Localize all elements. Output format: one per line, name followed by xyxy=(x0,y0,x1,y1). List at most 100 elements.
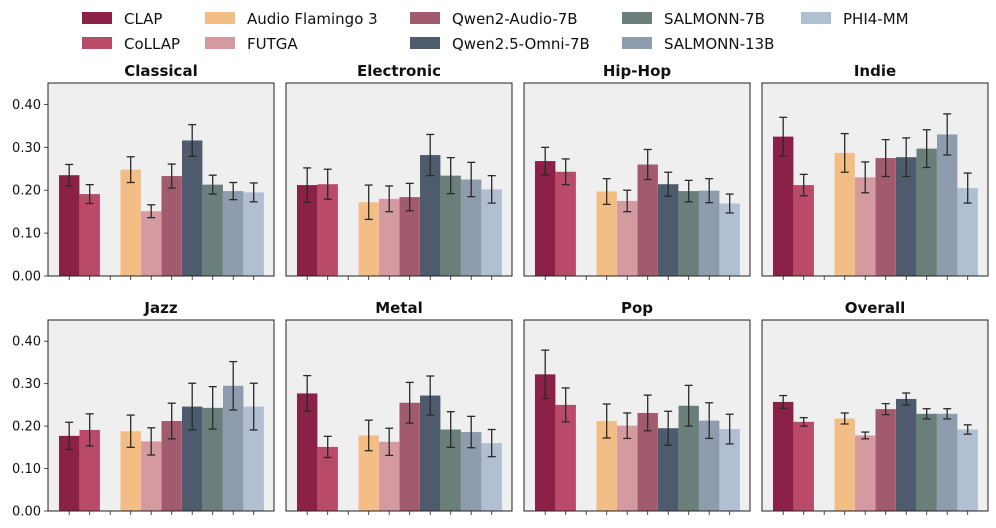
bar-hip-hop-qwen2-audio-7b xyxy=(637,164,658,276)
bar-electronic-futga xyxy=(379,198,400,276)
panel-title-pop: Pop xyxy=(621,299,653,317)
bar-electronic-salmonn-7b xyxy=(440,175,461,276)
bar-pop-audio-flamingo-3 xyxy=(596,421,617,511)
bar-overall-qwen2-audio-7b xyxy=(875,409,896,511)
legend-swatch-salmonn-7b xyxy=(622,12,652,24)
y-tick-label: 0.10 xyxy=(12,462,41,477)
bar-indie-clap xyxy=(773,136,794,276)
bar-hip-hop-salmonn-7b xyxy=(678,191,699,276)
bar-overall-clap xyxy=(773,401,794,511)
panel-frame xyxy=(285,319,513,512)
bar-jazz-phi4-mm xyxy=(243,406,264,511)
error-bar-jazz-collap xyxy=(85,413,94,447)
panel-classical: Classical 0.00 0.10 0.20 0.30 0.40 xyxy=(12,62,275,285)
error-bar-electronic-audio-flamingo-3 xyxy=(364,184,373,221)
bar-jazz-salmonn-7b xyxy=(202,407,223,511)
bar-indie-salmonn-7b xyxy=(916,148,937,276)
legend-label-salmonn-13b: SALMONN-13B xyxy=(664,35,774,53)
error-bar-indie-qwen2-5-omni-7b xyxy=(902,137,911,178)
panel-jazz: Jazz 0.00 0.10 0.20 0.30 0.40 xyxy=(12,299,275,520)
error-bar-metal-clap xyxy=(303,374,312,412)
panel-title-overall: Overall xyxy=(845,299,906,317)
error-bar-electronic-phi4-mm xyxy=(487,174,496,204)
bar-indie-audio-flamingo-3 xyxy=(834,152,855,276)
legend-swatch-futga xyxy=(205,37,235,49)
legend-label-salmonn-7b: SALMONN-7B xyxy=(664,10,765,28)
error-bar-pop-futga xyxy=(623,412,632,440)
error-bar-overall-clap xyxy=(779,394,788,409)
error-bar-indie-qwen2-audio-7b xyxy=(881,138,890,178)
bar-classical-audio-flamingo-3 xyxy=(120,169,141,276)
bar-metal-collap xyxy=(317,446,338,511)
panel-title-hip-hop: Hip-Hop xyxy=(603,62,672,80)
bar-electronic-qwen2-audio-7b xyxy=(399,197,420,276)
panel-frame xyxy=(761,319,989,512)
error-bar-electronic-qwen2-5-omni-7b xyxy=(426,133,435,177)
bar-pop-salmonn-7b xyxy=(678,405,699,511)
panel-pop: Pop xyxy=(523,299,751,515)
bar-pop-collap xyxy=(555,404,576,511)
bar-electronic-audio-flamingo-3 xyxy=(358,202,379,276)
legend-swatch-clap xyxy=(82,12,112,24)
bar-metal-salmonn-13b xyxy=(461,432,482,511)
panel-title-classical: Classical xyxy=(124,62,197,80)
error-bar-classical-qwen2-5-omni-7b xyxy=(188,123,197,157)
panel-frame xyxy=(523,82,751,277)
panel-frame xyxy=(523,319,751,512)
bar-indie-phi4-mm xyxy=(957,188,978,276)
legend-label-futga: FUTGA xyxy=(247,35,298,53)
bar-pop-futga xyxy=(617,425,638,511)
error-bar-hip-hop-qwen2-audio-7b xyxy=(643,148,652,181)
error-bar-hip-hop-phi4-mm xyxy=(725,193,734,214)
panel-metal: Metal xyxy=(285,299,513,515)
error-bar-jazz-salmonn-13b xyxy=(229,360,238,411)
error-bar-electronic-futga xyxy=(385,185,394,213)
bar-metal-clap xyxy=(297,393,318,511)
error-bar-overall-audio-flamingo-3 xyxy=(840,412,849,425)
bar-jazz-qwen2-audio-7b xyxy=(161,421,182,511)
panel-frame xyxy=(285,82,513,277)
panel-overall: Overall xyxy=(761,299,989,515)
bar-classical-qwen2-5-omni-7b xyxy=(182,140,203,276)
bar-overall-futga xyxy=(855,435,876,511)
error-bar-hip-hop-audio-flamingo-3 xyxy=(602,177,611,206)
error-bar-hip-hop-salmonn-7b xyxy=(684,179,693,203)
error-bar-pop-collap xyxy=(561,387,570,423)
bar-electronic-salmonn-13b xyxy=(461,179,482,276)
legend-swatch-qwen2-audio-7b xyxy=(410,12,440,24)
error-bar-pop-clap xyxy=(541,349,550,400)
error-bar-classical-futga xyxy=(147,204,156,219)
error-bar-jazz-qwen2-5-omni-7b xyxy=(188,382,197,431)
bar-jazz-salmonn-13b xyxy=(223,385,244,511)
panel-title-jazz: Jazz xyxy=(143,299,177,317)
bar-overall-salmonn-7b xyxy=(916,413,937,511)
error-bar-classical-collap xyxy=(85,183,94,205)
error-bar-metal-collap xyxy=(323,435,332,459)
legend-swatch-audio-flamingo-3 xyxy=(205,12,235,24)
error-bar-pop-salmonn-7b xyxy=(684,384,693,427)
bar-metal-futga xyxy=(379,441,400,511)
legend-label-audio-flamingo-3: Audio Flamingo 3 xyxy=(247,10,378,28)
error-bar-metal-audio-flamingo-3 xyxy=(364,419,373,452)
bar-indie-qwen2-5-omni-7b xyxy=(896,157,917,276)
error-bar-indie-futga xyxy=(861,161,870,194)
error-bar-pop-phi4-mm xyxy=(725,413,734,445)
bar-overall-phi4-mm xyxy=(957,429,978,511)
bar-classical-clap xyxy=(59,175,80,276)
bar-metal-salmonn-7b xyxy=(440,429,461,511)
bar-indie-collap xyxy=(793,185,814,276)
bar-hip-hop-salmonn-13b xyxy=(699,190,720,276)
error-bar-classical-qwen2-audio-7b xyxy=(167,163,176,189)
legend-swatch-salmonn-13b xyxy=(622,37,652,49)
bar-hip-hop-qwen2-5-omni-7b xyxy=(658,184,679,276)
y-tick-label: 0.00 xyxy=(12,505,41,520)
bar-pop-salmonn-13b xyxy=(699,420,720,511)
legend-label-clap: CLAP xyxy=(124,10,162,28)
bar-jazz-audio-flamingo-3 xyxy=(120,431,141,511)
error-bar-electronic-qwen2-audio-7b xyxy=(405,182,414,212)
error-bar-hip-hop-futga xyxy=(623,189,632,213)
panel-title-electronic: Electronic xyxy=(357,62,441,80)
error-bar-jazz-clap xyxy=(65,421,74,451)
error-bar-indie-clap xyxy=(779,116,788,157)
